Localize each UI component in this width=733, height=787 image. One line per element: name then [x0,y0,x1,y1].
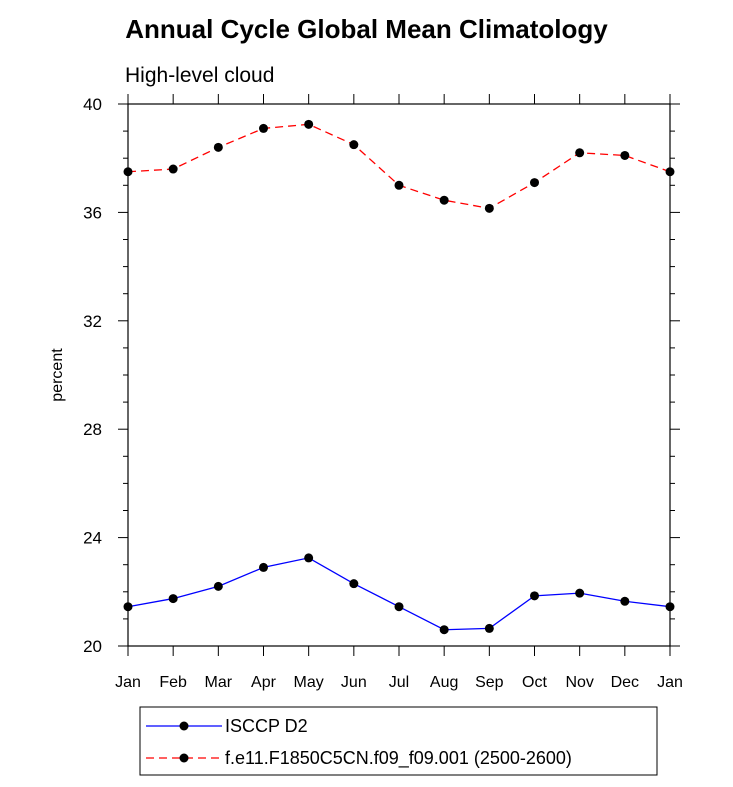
x-tick-label: Dec [611,674,639,691]
series-0-point [575,588,585,598]
chart-title: Annual Cycle Global Mean Climatology [125,14,608,44]
y-tick-label: 20 [83,637,102,656]
x-tick-label: Nov [565,674,593,691]
legend-marker-0 [179,721,189,731]
chart-subtitle: High-level cloud [125,64,274,87]
legend-label-0: ISCCP D2 [225,716,308,736]
series-0-point [484,623,494,633]
series-0-point [304,553,314,563]
x-tick-label: Mar [205,674,233,691]
series-1-point [259,123,268,133]
series-1-point [620,150,630,160]
x-tick-label: Feb [159,674,187,691]
y-tick-label: 24 [83,529,102,548]
series-0-point [168,594,178,604]
legend: ISCCP D2 f.e11.F1850C5CN.f09_f09.001 (250… [139,706,658,776]
series-1-point [349,140,359,150]
series-0-point [439,625,449,635]
series-1-line [127,123,671,210]
series-0-point [213,581,223,591]
series-0-point [665,602,675,612]
series-0-point [620,596,630,606]
series-1-point [123,167,133,177]
y-axis-label: percent [49,348,66,402]
series-1-point [394,180,404,190]
legend-label-1: f.e11.F1850C5CN.f09_f09.001 (2500-2600) [225,748,572,769]
series-0-line [127,557,671,631]
series-1-point [665,167,675,177]
legend-marker-1 [179,753,189,763]
series-0-point [349,579,359,589]
plot-axes: 20 24 28 32 36 40 Jan Feb Mar Apr May Jun Jul Aug Sep O… [83,94,683,691]
series-1-point [575,148,585,158]
series-1-point [213,142,223,152]
x-tick-label: Jun [341,674,367,691]
series-1-point [304,119,314,129]
series-0-point [394,602,404,612]
legend-box [139,706,658,776]
x-tick-label: Aug [430,674,458,691]
series-0-point [123,602,133,612]
x-tick-label: Jan [115,674,141,691]
series-1-point [168,164,178,174]
x-tick-label: Sep [475,674,504,691]
x-tick-label: Jan [657,674,683,691]
y-tick-label: 40 [83,95,102,114]
x-tick-label: Apr [251,674,277,691]
series-0-point [259,562,268,572]
y-tick-label: 32 [83,312,102,331]
x-tick-label: Jul [389,674,409,691]
x-tick-label: Oct [522,674,547,691]
y-tick-label: 36 [83,203,102,222]
x-tick-label: May [294,674,324,691]
series-layer [123,119,675,635]
series-1-point [439,195,449,205]
series-1-point [530,178,539,188]
series-0-point [530,591,539,601]
series-1-point [484,203,494,213]
y-tick-label: 28 [83,420,102,439]
